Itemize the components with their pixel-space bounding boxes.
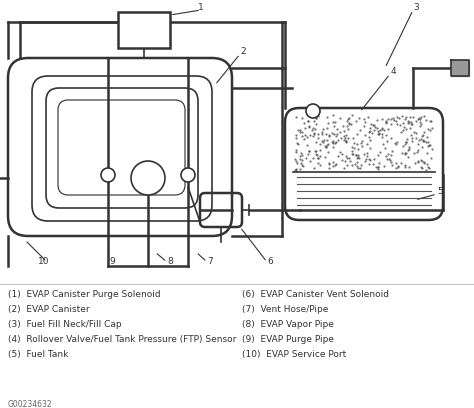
- Text: (5)  Fuel Tank: (5) Fuel Tank: [8, 350, 68, 359]
- Text: (10)  EVAP Service Port: (10) EVAP Service Port: [242, 350, 346, 359]
- Text: 9: 9: [109, 257, 115, 266]
- Circle shape: [306, 104, 320, 118]
- Text: (6)  EVAP Canister Vent Solenoid: (6) EVAP Canister Vent Solenoid: [242, 290, 389, 299]
- Text: G00234632: G00234632: [8, 400, 53, 408]
- FancyBboxPatch shape: [285, 108, 443, 220]
- Text: (4)  Rollover Valve/Fuel Tank Pressure (FTP) Sensor: (4) Rollover Valve/Fuel Tank Pressure (F…: [8, 335, 237, 344]
- Text: 7: 7: [207, 257, 213, 266]
- Circle shape: [131, 161, 165, 195]
- Text: 5: 5: [437, 188, 443, 197]
- Circle shape: [181, 168, 195, 182]
- Text: (2)  EVAP Canister: (2) EVAP Canister: [8, 305, 90, 314]
- Circle shape: [101, 168, 115, 182]
- Polygon shape: [451, 60, 469, 76]
- Text: (1)  EVAP Canister Purge Solenoid: (1) EVAP Canister Purge Solenoid: [8, 290, 161, 299]
- Text: 8: 8: [167, 257, 173, 266]
- Text: 1: 1: [198, 4, 204, 13]
- Text: (9)  EVAP Purge Pipe: (9) EVAP Purge Pipe: [242, 335, 334, 344]
- Text: (3)  Fuel Fill Neck/Fill Cap: (3) Fuel Fill Neck/Fill Cap: [8, 320, 122, 329]
- Text: 6: 6: [267, 257, 273, 266]
- Text: (8)  EVAP Vapor Pipe: (8) EVAP Vapor Pipe: [242, 320, 334, 329]
- Text: 2: 2: [240, 47, 246, 56]
- Text: 3: 3: [413, 4, 419, 13]
- FancyBboxPatch shape: [118, 12, 170, 48]
- Text: (7)  Vent Hose/Pipe: (7) Vent Hose/Pipe: [242, 305, 328, 314]
- Text: 4: 4: [390, 67, 396, 77]
- Text: 10: 10: [38, 257, 50, 266]
